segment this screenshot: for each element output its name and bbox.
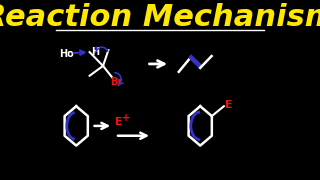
Text: –: – — [68, 47, 72, 56]
Text: Br: Br — [110, 77, 122, 87]
Text: Ho: Ho — [60, 49, 74, 59]
Text: +: + — [122, 113, 130, 123]
Text: E: E — [115, 117, 123, 127]
Text: Reaction Mechanism: Reaction Mechanism — [0, 3, 320, 32]
Text: E: E — [225, 100, 233, 110]
Text: H: H — [91, 47, 99, 57]
